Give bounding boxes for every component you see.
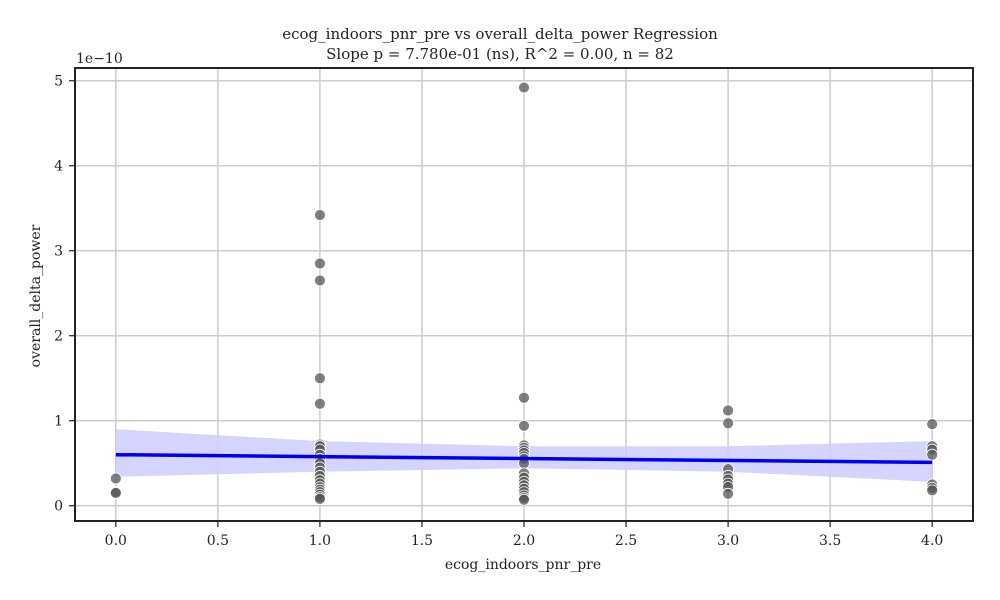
data-point (518, 493, 530, 506)
regression-line-layer (115, 452, 933, 465)
data-point (926, 448, 939, 461)
x-tick-label: 2.0 (513, 533, 535, 549)
y-tick-label: 1 (54, 414, 63, 430)
y-tick-label: 4 (54, 159, 63, 175)
x-tick-label: 2.5 (615, 533, 637, 549)
y-tick-label: 3 (54, 244, 63, 260)
y-axis-offset-label: 1e−10 (76, 51, 123, 67)
y-tick-label: 5 (54, 74, 63, 90)
data-point (722, 417, 734, 430)
data-point (518, 391, 530, 404)
x-tick-label: 3.0 (717, 533, 739, 549)
data-point (722, 487, 734, 500)
x-tick-label: 4.0 (921, 533, 943, 549)
x-axis-ticks: 0.0 0.5 1.0 1.5 2.0 2.5 3.0 3.5 4.0 (105, 521, 943, 549)
y-axis-ticks: 0 1 2 3 4 5 (54, 74, 75, 515)
x-tick-label: 0.0 (105, 533, 127, 549)
data-point (314, 372, 326, 385)
x-tick-label: 3.5 (819, 533, 841, 549)
data-point (926, 484, 939, 497)
data-point (314, 493, 326, 505)
x-tick-label: 0.5 (207, 533, 229, 549)
y-tick-label: 0 (54, 499, 63, 515)
y-tick-label: 2 (54, 329, 63, 345)
data-point (314, 397, 326, 410)
data-point (926, 418, 939, 431)
data-point (109, 487, 122, 499)
grid-lines (75, 68, 973, 521)
data-point (518, 419, 530, 432)
regression-line (115, 452, 933, 465)
data-point (722, 404, 734, 417)
x-tick-label: 1.0 (309, 533, 331, 549)
chart-subtitle: Slope p = 7.780e-01 (ns), R^2 = 0.00, n … (326, 45, 674, 63)
x-axis-label: ecog_indoors_pnr_pre (444, 557, 602, 573)
data-point (314, 257, 326, 270)
chart-title: ecog_indoors_pnr_pre vs overall_delta_po… (282, 25, 718, 43)
data-point (109, 472, 122, 485)
data-points (109, 81, 939, 506)
data-point (314, 209, 326, 221)
data-point (314, 274, 326, 287)
x-tick-label: 1.5 (411, 533, 433, 549)
data-point (518, 81, 530, 94)
